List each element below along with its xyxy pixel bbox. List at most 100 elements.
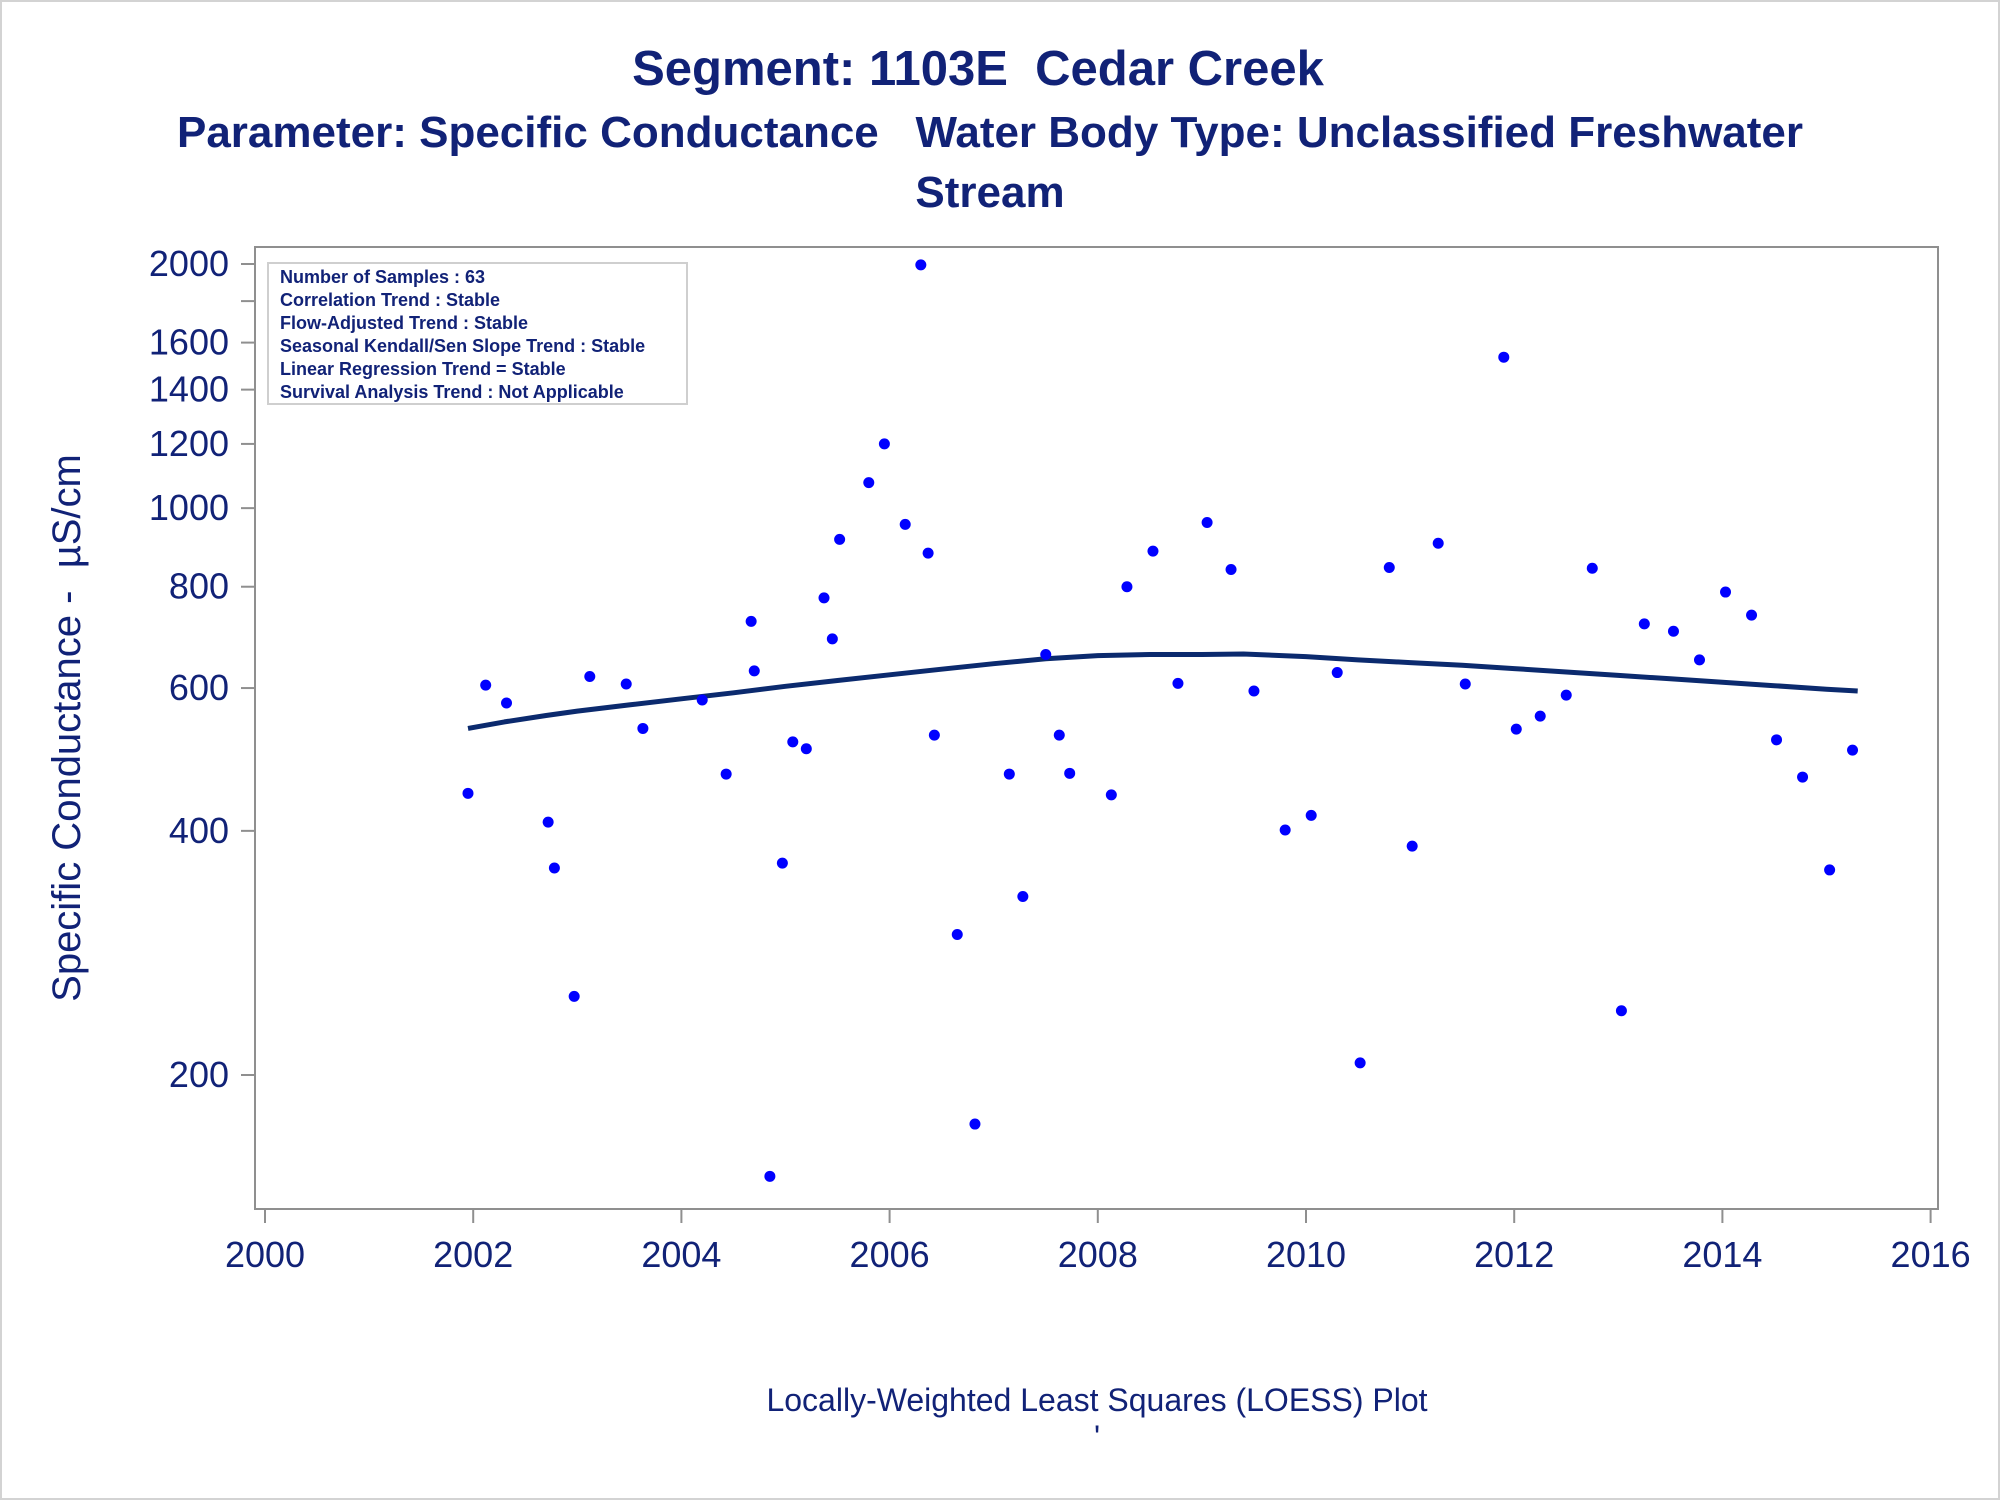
y-tick-label: 800 bbox=[169, 566, 229, 607]
data-point bbox=[1331, 667, 1343, 679]
data-point bbox=[1279, 824, 1291, 836]
data-point bbox=[818, 592, 830, 604]
loess-trend-line bbox=[467, 651, 1858, 731]
data-point bbox=[878, 438, 890, 450]
data-point bbox=[568, 990, 580, 1002]
footnote-mark: ' bbox=[1094, 1419, 1100, 1455]
y-tick-label: 1400 bbox=[149, 369, 229, 410]
chart-footnote: Locally-Weighted Least Squares (LOESS) P… bbox=[766, 1382, 1427, 1418]
data-point bbox=[899, 518, 911, 530]
x-tick-label: 2016 bbox=[1891, 1234, 1971, 1275]
stats-line-correlation: Correlation Trend : Stable bbox=[280, 290, 500, 310]
series-layer bbox=[462, 259, 1859, 1182]
data-point bbox=[1105, 789, 1117, 801]
y-tick-label: 200 bbox=[169, 1054, 229, 1095]
x-tick-label: 2010 bbox=[1266, 1234, 1346, 1275]
data-point bbox=[1746, 609, 1758, 621]
data-point bbox=[1354, 1057, 1366, 1069]
data-point bbox=[620, 678, 632, 690]
data-point bbox=[922, 547, 934, 559]
data-point bbox=[928, 729, 940, 741]
x-tick-label: 2012 bbox=[1474, 1234, 1554, 1275]
data-point bbox=[787, 736, 799, 748]
data-point bbox=[1534, 710, 1546, 722]
x-tick-label: 2006 bbox=[850, 1234, 930, 1275]
data-point bbox=[834, 533, 846, 545]
y-tick-label: 400 bbox=[169, 810, 229, 851]
data-point bbox=[1771, 734, 1783, 746]
data-point bbox=[951, 929, 963, 941]
data-point bbox=[1510, 723, 1522, 735]
data-point bbox=[542, 816, 554, 828]
y-axis: 200 400 600 800 1000 1200 1400 1600 2000 bbox=[149, 243, 255, 1095]
data-point bbox=[480, 679, 492, 691]
x-tick-label: 2014 bbox=[1682, 1234, 1762, 1275]
data-point bbox=[1847, 744, 1859, 756]
chart-subtitle-line-2: Stream bbox=[915, 168, 1064, 217]
data-point bbox=[584, 671, 596, 683]
data-point bbox=[1824, 864, 1836, 876]
x-tick-label: 2000 bbox=[225, 1234, 305, 1275]
data-point bbox=[745, 615, 757, 627]
stats-line-samples: Number of Samples : 63 bbox=[280, 267, 485, 287]
data-point bbox=[1720, 586, 1732, 598]
data-point bbox=[748, 665, 760, 677]
x-axis: 2000 2002 2004 2006 2008 2010 2012 2014 2016 bbox=[225, 1209, 1971, 1275]
data-point bbox=[1693, 654, 1705, 666]
data-point bbox=[764, 1170, 776, 1182]
data-point bbox=[637, 722, 649, 734]
data-point bbox=[1225, 564, 1237, 576]
data-point bbox=[1586, 562, 1598, 574]
plot-area bbox=[254, 246, 1939, 1210]
x-tick-label: 2008 bbox=[1058, 1234, 1138, 1275]
data-point bbox=[1064, 767, 1076, 779]
y-axis-label: Specific Conductance - µS/cm bbox=[45, 454, 89, 1002]
data-point bbox=[915, 259, 927, 271]
y-tick-label: 1600 bbox=[149, 322, 229, 363]
x-tick-label: 2002 bbox=[433, 1234, 513, 1275]
y-tick-label: 1000 bbox=[149, 487, 229, 528]
data-point bbox=[776, 857, 788, 869]
stats-line-survival-analysis: Survival Analysis Trend : Not Applicable bbox=[280, 382, 624, 402]
chart-title: Segment: 1103E Cedar Creek bbox=[632, 42, 1325, 96]
data-point bbox=[1432, 537, 1444, 549]
data-point bbox=[863, 477, 875, 489]
data-point bbox=[826, 633, 838, 645]
data-point bbox=[1560, 689, 1572, 701]
data-point bbox=[1459, 678, 1471, 690]
data-point bbox=[1040, 648, 1052, 660]
chart-subtitle-line-1: Parameter: Specific Conductance Water Bo… bbox=[177, 108, 1803, 157]
data-point bbox=[800, 743, 812, 755]
data-point bbox=[1383, 561, 1395, 573]
data-point bbox=[462, 787, 474, 799]
data-point bbox=[1053, 729, 1065, 741]
stats-line-flow-adjusted: Flow-Adjusted Trend : Stable bbox=[280, 313, 528, 333]
stats-box-border bbox=[267, 262, 688, 405]
data-point bbox=[696, 694, 708, 706]
data-point bbox=[969, 1118, 981, 1130]
data-point bbox=[1201, 517, 1213, 529]
data-point bbox=[501, 697, 513, 709]
data-point bbox=[1406, 840, 1418, 852]
data-point bbox=[1003, 768, 1015, 780]
data-point bbox=[1638, 618, 1650, 630]
data-point bbox=[1017, 890, 1029, 902]
y-tick-label: 1200 bbox=[149, 423, 229, 464]
data-point bbox=[1615, 1005, 1627, 1017]
data-point bbox=[1305, 809, 1317, 821]
data-point bbox=[1248, 685, 1260, 697]
data-point bbox=[1172, 677, 1184, 689]
y-tick-label: 2000 bbox=[149, 243, 229, 284]
data-point bbox=[548, 862, 560, 874]
data-point bbox=[1797, 771, 1809, 783]
stats-line-linear-regression: Linear Regression Trend = Stable bbox=[280, 359, 566, 379]
data-point bbox=[720, 768, 732, 780]
y-tick-label: 600 bbox=[169, 667, 229, 708]
stats-box: Number of Samples : 63 Correlation Trend… bbox=[267, 262, 688, 405]
data-point bbox=[1667, 625, 1679, 637]
stats-line-seasonal-kendall: Seasonal Kendall/Sen Slope Trend : Stabl… bbox=[280, 336, 645, 356]
data-point bbox=[1147, 545, 1159, 557]
data-point bbox=[1498, 351, 1510, 363]
